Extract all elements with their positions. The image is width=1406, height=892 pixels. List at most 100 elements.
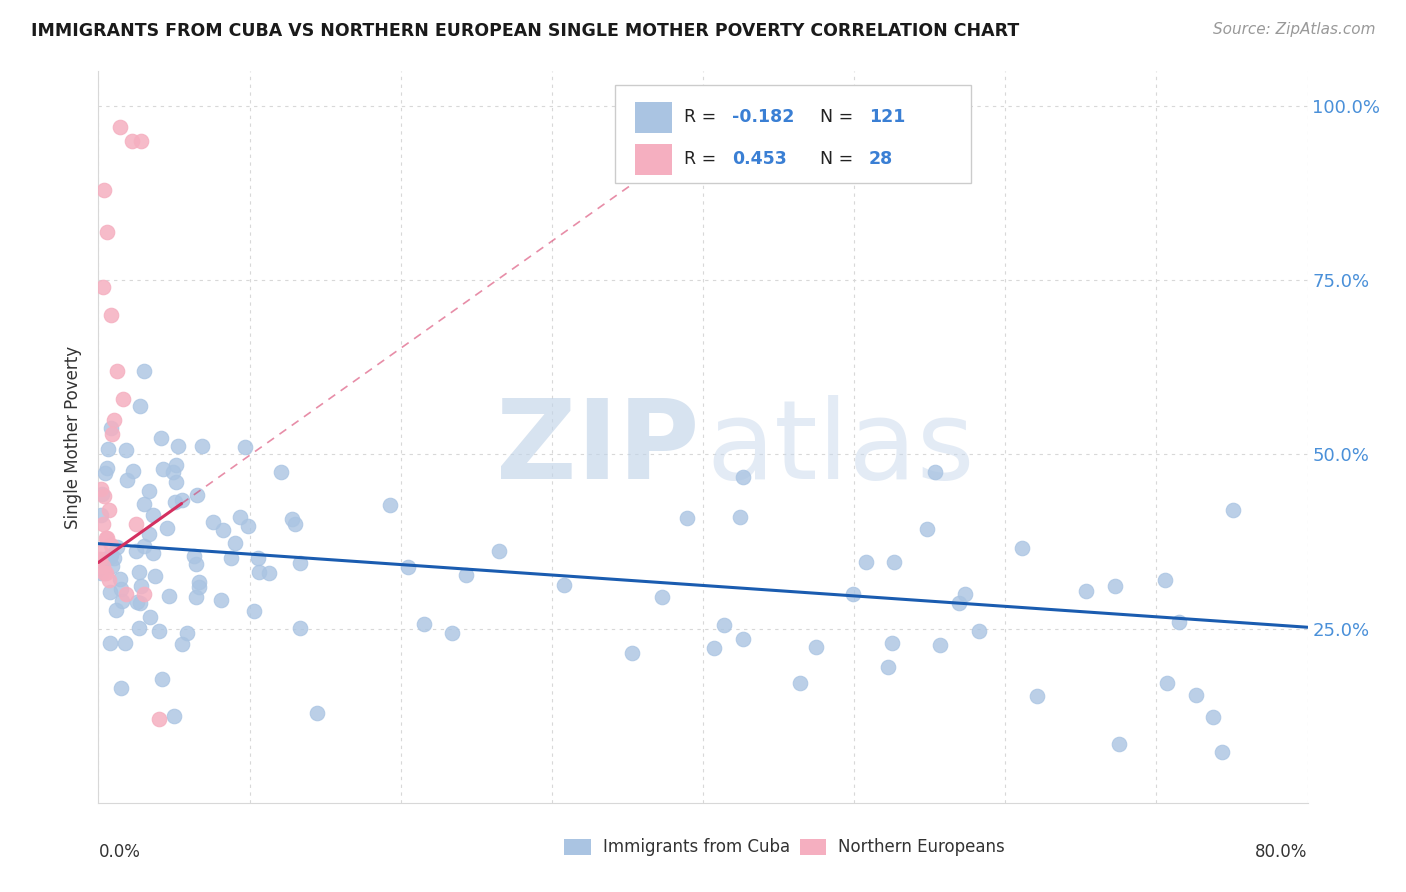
Point — [94, 551, 117, 566]
Point — [236, 518, 259, 533]
Point — [98, 636, 121, 650]
Point — [90, 545, 112, 559]
Point — [183, 549, 205, 563]
Point — [93, 183, 115, 197]
Point — [97, 442, 120, 456]
Point — [138, 484, 160, 499]
Point — [1154, 573, 1177, 587]
Point — [152, 462, 174, 476]
Text: R =: R = — [683, 151, 721, 169]
Point — [190, 439, 212, 453]
Point — [96, 461, 118, 475]
Point — [93, 467, 115, 481]
Text: R =: R = — [683, 109, 721, 127]
Point — [242, 604, 264, 618]
Point — [1222, 503, 1244, 517]
Point — [229, 509, 252, 524]
FancyBboxPatch shape — [800, 839, 827, 855]
Point — [129, 134, 152, 148]
Point — [100, 538, 122, 552]
Point — [152, 672, 174, 686]
Point — [1211, 745, 1233, 759]
Point — [224, 536, 246, 550]
Point — [162, 465, 184, 479]
Point — [187, 580, 209, 594]
Point — [98, 584, 121, 599]
Point — [1185, 688, 1208, 702]
Point — [110, 582, 132, 596]
Point — [108, 572, 131, 586]
Text: atlas: atlas — [707, 394, 976, 501]
Point — [209, 593, 232, 607]
Text: 0.453: 0.453 — [733, 151, 787, 169]
Text: N =: N = — [820, 109, 859, 127]
Point — [789, 676, 811, 690]
Point — [121, 134, 143, 148]
Point — [90, 566, 112, 580]
Point — [1025, 689, 1047, 703]
Point — [148, 712, 170, 726]
Point — [100, 308, 122, 322]
Point — [733, 632, 755, 646]
Point — [132, 364, 155, 378]
Point — [855, 555, 877, 569]
Point — [105, 603, 128, 617]
Point — [1074, 584, 1097, 599]
Point — [90, 508, 112, 523]
Point — [139, 610, 162, 624]
Point — [290, 556, 312, 570]
Point — [103, 551, 125, 566]
Point — [882, 636, 904, 650]
Point — [378, 498, 401, 512]
Point — [94, 566, 117, 580]
Point — [110, 681, 132, 696]
Point — [122, 463, 145, 477]
Point — [134, 497, 156, 511]
Text: 121: 121 — [869, 109, 905, 127]
Text: ZIP: ZIP — [496, 394, 699, 501]
Point — [125, 517, 148, 532]
Point — [98, 573, 121, 587]
Point — [134, 539, 156, 553]
Point — [233, 441, 256, 455]
Point — [290, 621, 312, 635]
Point — [115, 473, 138, 487]
Point — [125, 595, 148, 609]
Point — [90, 553, 112, 567]
Point — [111, 392, 134, 406]
Point — [967, 624, 990, 639]
Point — [1202, 710, 1225, 724]
FancyBboxPatch shape — [564, 839, 591, 855]
Text: 80.0%: 80.0% — [1256, 843, 1308, 861]
Point — [129, 399, 152, 413]
Point — [713, 617, 735, 632]
Point — [156, 521, 179, 535]
Point — [98, 549, 121, 564]
FancyBboxPatch shape — [636, 145, 672, 175]
Point — [651, 590, 673, 604]
Point — [953, 587, 976, 601]
Point — [396, 560, 419, 574]
Point — [1104, 579, 1126, 593]
Point — [257, 566, 280, 581]
Point — [247, 565, 270, 579]
Point — [149, 431, 172, 445]
FancyBboxPatch shape — [614, 85, 972, 183]
Point — [165, 475, 187, 489]
Text: N =: N = — [820, 151, 859, 169]
Point — [929, 638, 952, 652]
Point — [1108, 737, 1130, 751]
Point — [184, 557, 207, 571]
Point — [111, 594, 134, 608]
Text: Northern Europeans: Northern Europeans — [838, 838, 1005, 856]
Point — [89, 552, 111, 566]
Point — [163, 495, 186, 509]
Text: 0.0%: 0.0% — [98, 843, 141, 861]
Point — [93, 566, 115, 580]
Point — [675, 511, 697, 525]
Point — [143, 569, 166, 583]
Point — [114, 587, 136, 601]
Point — [103, 412, 125, 426]
Point — [281, 511, 304, 525]
Point — [105, 540, 128, 554]
